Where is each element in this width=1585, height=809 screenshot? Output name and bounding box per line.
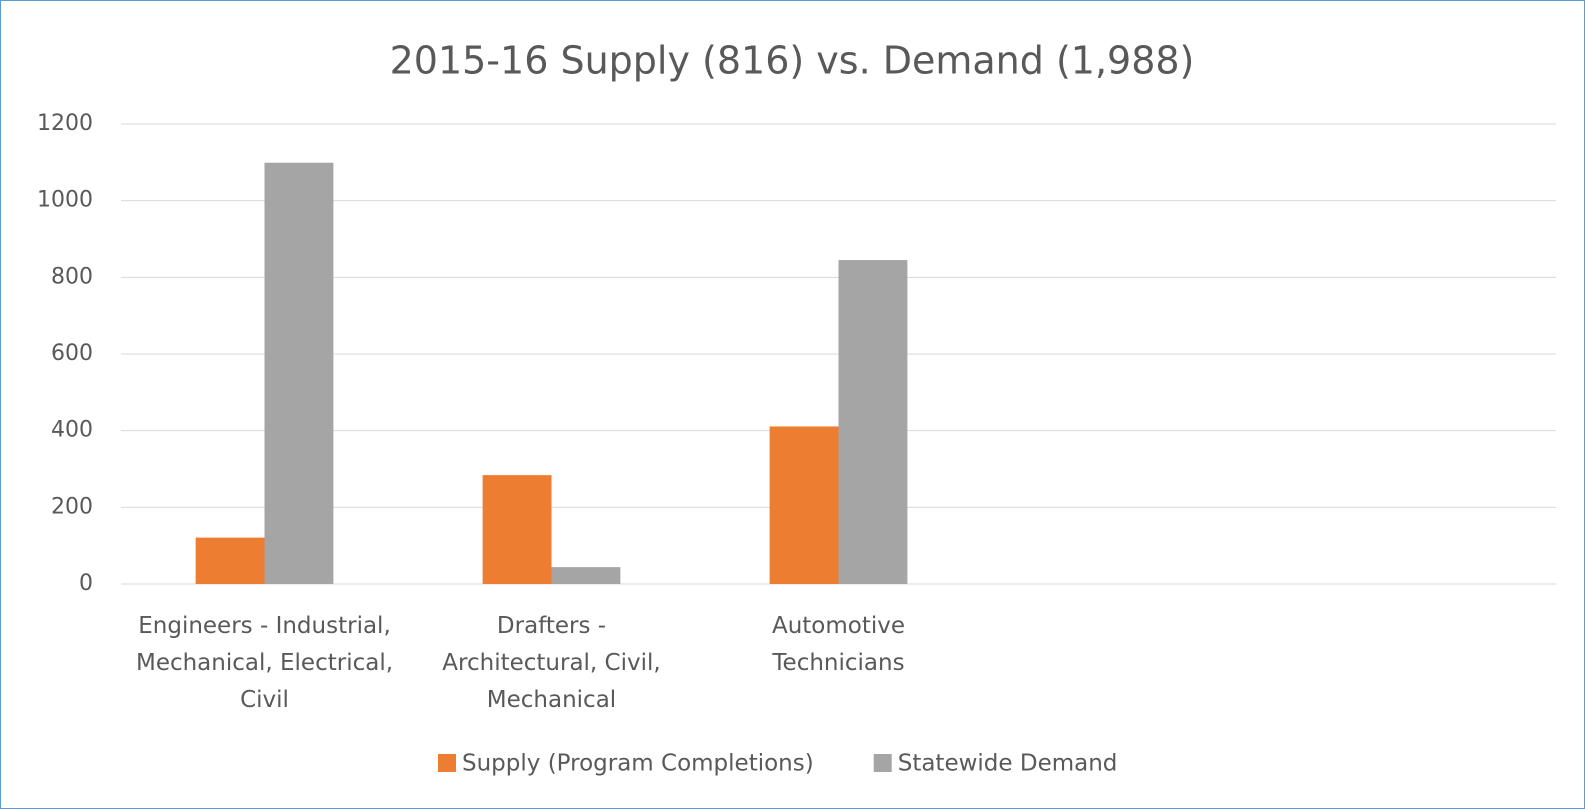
chart-title: 2015-16 Supply (816) vs. Demand (1,988) bbox=[390, 39, 1195, 83]
legend-label: Supply (Program Completions) bbox=[462, 751, 814, 777]
y-tick-label: 200 bbox=[51, 494, 93, 519]
legend-label: Statewide Demand bbox=[898, 751, 1118, 777]
y-tick-label: 400 bbox=[51, 418, 93, 443]
x-tick-label: Engineers - Industrial, Mechanical, Elec… bbox=[135, 613, 394, 713]
y-tick-label: 600 bbox=[51, 341, 93, 366]
bar bbox=[195, 537, 265, 584]
bar bbox=[551, 567, 621, 584]
y-tick-label: 0 bbox=[79, 571, 93, 596]
y-tick-label: 1200 bbox=[37, 111, 93, 136]
bar bbox=[264, 162, 334, 584]
legend-swatch bbox=[438, 754, 456, 772]
bar bbox=[769, 426, 839, 584]
x-tick-label: Drafters - Architectural, Civil, Mechani… bbox=[442, 613, 661, 713]
x-tick-label: Automotive Technicians bbox=[771, 613, 906, 676]
bar bbox=[838, 260, 908, 584]
bar bbox=[482, 475, 552, 584]
y-tick-label: 1000 bbox=[37, 188, 93, 213]
legend-swatch bbox=[873, 754, 892, 772]
y-tick-label: 800 bbox=[51, 264, 93, 289]
